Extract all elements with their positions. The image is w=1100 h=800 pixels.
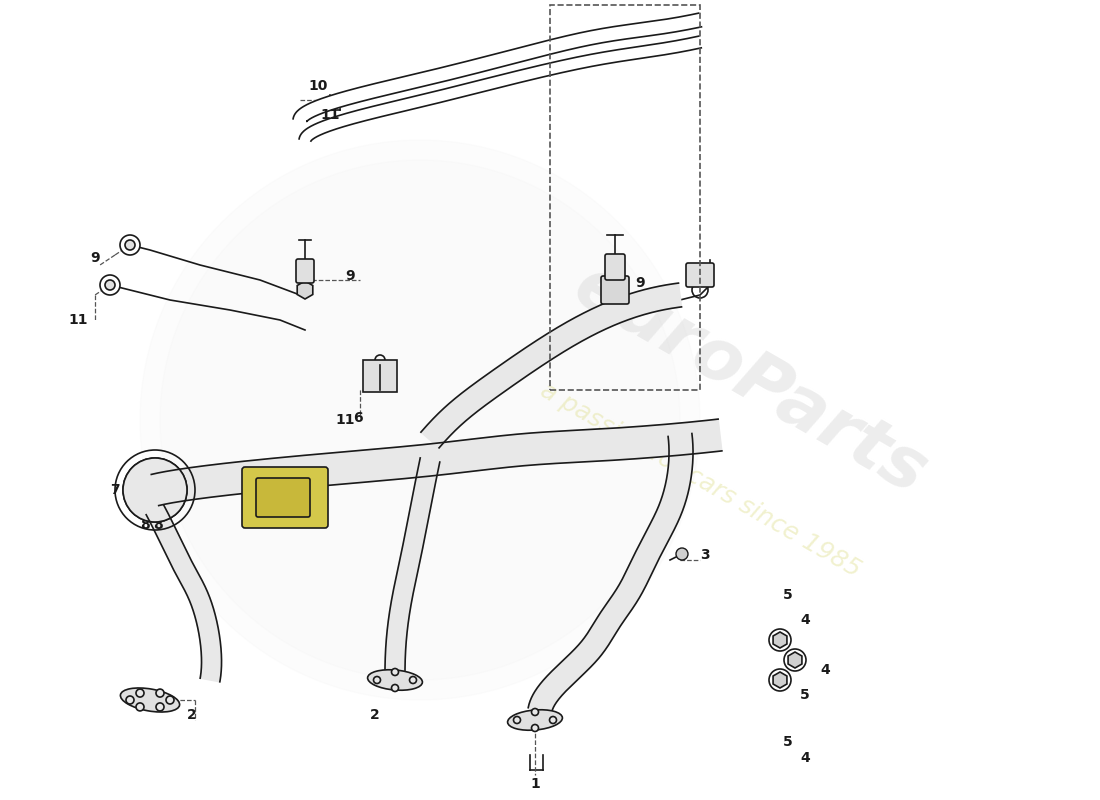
Circle shape [120, 235, 140, 255]
FancyBboxPatch shape [296, 259, 314, 283]
FancyBboxPatch shape [256, 478, 310, 517]
Text: 6: 6 [353, 411, 363, 425]
Polygon shape [421, 283, 682, 448]
Circle shape [125, 240, 135, 250]
Circle shape [392, 685, 398, 691]
Ellipse shape [507, 710, 562, 730]
Text: 8: 8 [140, 518, 150, 532]
Text: 9: 9 [90, 251, 100, 265]
Text: 7: 7 [110, 483, 120, 497]
Circle shape [123, 458, 187, 522]
Circle shape [126, 696, 134, 704]
Text: 5: 5 [800, 688, 810, 702]
Circle shape [514, 717, 520, 723]
Circle shape [531, 725, 539, 731]
Circle shape [676, 548, 688, 560]
Text: 4: 4 [820, 663, 829, 677]
Circle shape [550, 717, 557, 723]
FancyBboxPatch shape [242, 467, 328, 528]
Circle shape [100, 275, 120, 295]
Text: a passion for cars since 1985: a passion for cars since 1985 [536, 378, 865, 582]
Text: 9: 9 [345, 269, 355, 283]
Circle shape [133, 468, 177, 512]
Polygon shape [528, 434, 693, 712]
Ellipse shape [120, 688, 179, 712]
Polygon shape [152, 419, 722, 506]
Text: 2: 2 [370, 708, 379, 722]
Circle shape [136, 703, 144, 711]
Text: 11: 11 [320, 108, 340, 122]
Circle shape [374, 677, 381, 683]
Circle shape [409, 677, 417, 683]
Text: 4: 4 [800, 751, 810, 765]
Text: 5: 5 [783, 588, 793, 602]
Circle shape [156, 689, 164, 697]
Ellipse shape [367, 670, 422, 690]
Circle shape [156, 703, 164, 711]
FancyBboxPatch shape [686, 263, 714, 287]
Polygon shape [299, 36, 702, 141]
FancyBboxPatch shape [605, 254, 625, 280]
Text: 8: 8 [153, 518, 163, 532]
Polygon shape [385, 458, 440, 670]
Polygon shape [146, 506, 221, 682]
Circle shape [136, 689, 144, 697]
Text: 11: 11 [336, 413, 355, 427]
Text: euroParts: euroParts [561, 251, 938, 509]
FancyBboxPatch shape [601, 276, 629, 304]
Text: 4: 4 [800, 613, 810, 627]
Bar [550, 5, 700, 390]
Text: 2: 2 [187, 708, 197, 722]
Text: 10: 10 [308, 79, 328, 93]
Circle shape [531, 709, 539, 715]
Text: 1: 1 [530, 777, 540, 791]
Circle shape [104, 280, 116, 290]
FancyBboxPatch shape [363, 360, 397, 392]
Circle shape [392, 669, 398, 675]
Text: 9: 9 [635, 276, 645, 290]
Circle shape [166, 696, 174, 704]
Text: 5: 5 [783, 735, 793, 749]
Text: 11: 11 [68, 313, 88, 327]
Polygon shape [293, 13, 702, 122]
Text: 3: 3 [700, 548, 710, 562]
